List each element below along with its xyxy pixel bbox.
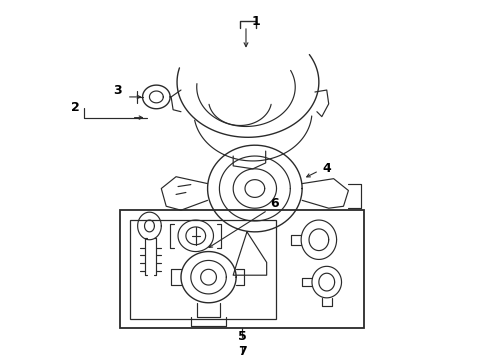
Bar: [120, 210, 364, 328]
Text: 1: 1: [251, 15, 260, 28]
Text: 5: 5: [238, 330, 246, 343]
Bar: [130, 220, 275, 319]
Text: 3: 3: [114, 84, 122, 96]
Text: 7: 7: [238, 345, 246, 357]
Text: 6: 6: [270, 197, 279, 210]
Text: 2: 2: [71, 101, 80, 114]
Text: 4: 4: [322, 162, 331, 175]
